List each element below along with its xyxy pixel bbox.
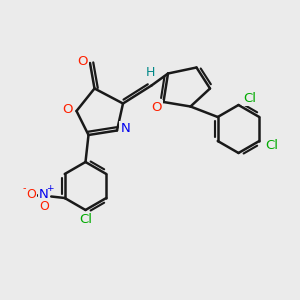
- Text: N: N: [39, 188, 49, 202]
- Text: N: N: [121, 122, 130, 135]
- Text: O: O: [77, 55, 88, 68]
- Text: O: O: [62, 103, 73, 116]
- Text: Cl: Cl: [266, 139, 278, 152]
- Text: +: +: [46, 184, 53, 193]
- Text: O: O: [39, 200, 49, 213]
- Text: Cl: Cl: [79, 213, 92, 226]
- Text: H: H: [145, 66, 155, 80]
- Text: O: O: [152, 101, 162, 114]
- Text: Cl: Cl: [243, 92, 256, 105]
- Text: O: O: [26, 188, 36, 202]
- Text: -: -: [23, 183, 26, 194]
